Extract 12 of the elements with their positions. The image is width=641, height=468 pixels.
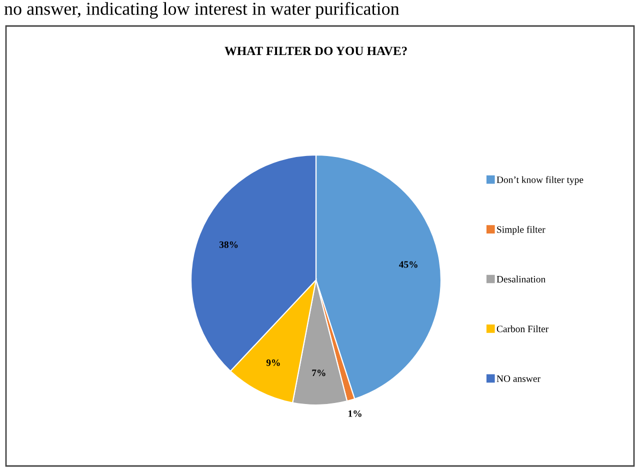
legend-label: Simple filter bbox=[497, 226, 546, 235]
data-label: 1% bbox=[348, 410, 362, 417]
data-label: 7% bbox=[312, 370, 326, 376]
text: no answer, indicating low interest in water purification bbox=[4, 2, 400, 19]
legend-label: Desalination bbox=[496, 276, 546, 283]
data-label: 38% bbox=[219, 241, 238, 248]
legend-label: Carbon Filter bbox=[496, 325, 548, 332]
legend-label: NO answer bbox=[496, 375, 540, 382]
data-label: 9% bbox=[266, 359, 280, 366]
legend-label: Don’t know filter type bbox=[496, 176, 584, 186]
data-label: 45% bbox=[399, 261, 418, 268]
chart-title: WHAT FILTER DO YOU HAVE? bbox=[224, 46, 407, 56]
